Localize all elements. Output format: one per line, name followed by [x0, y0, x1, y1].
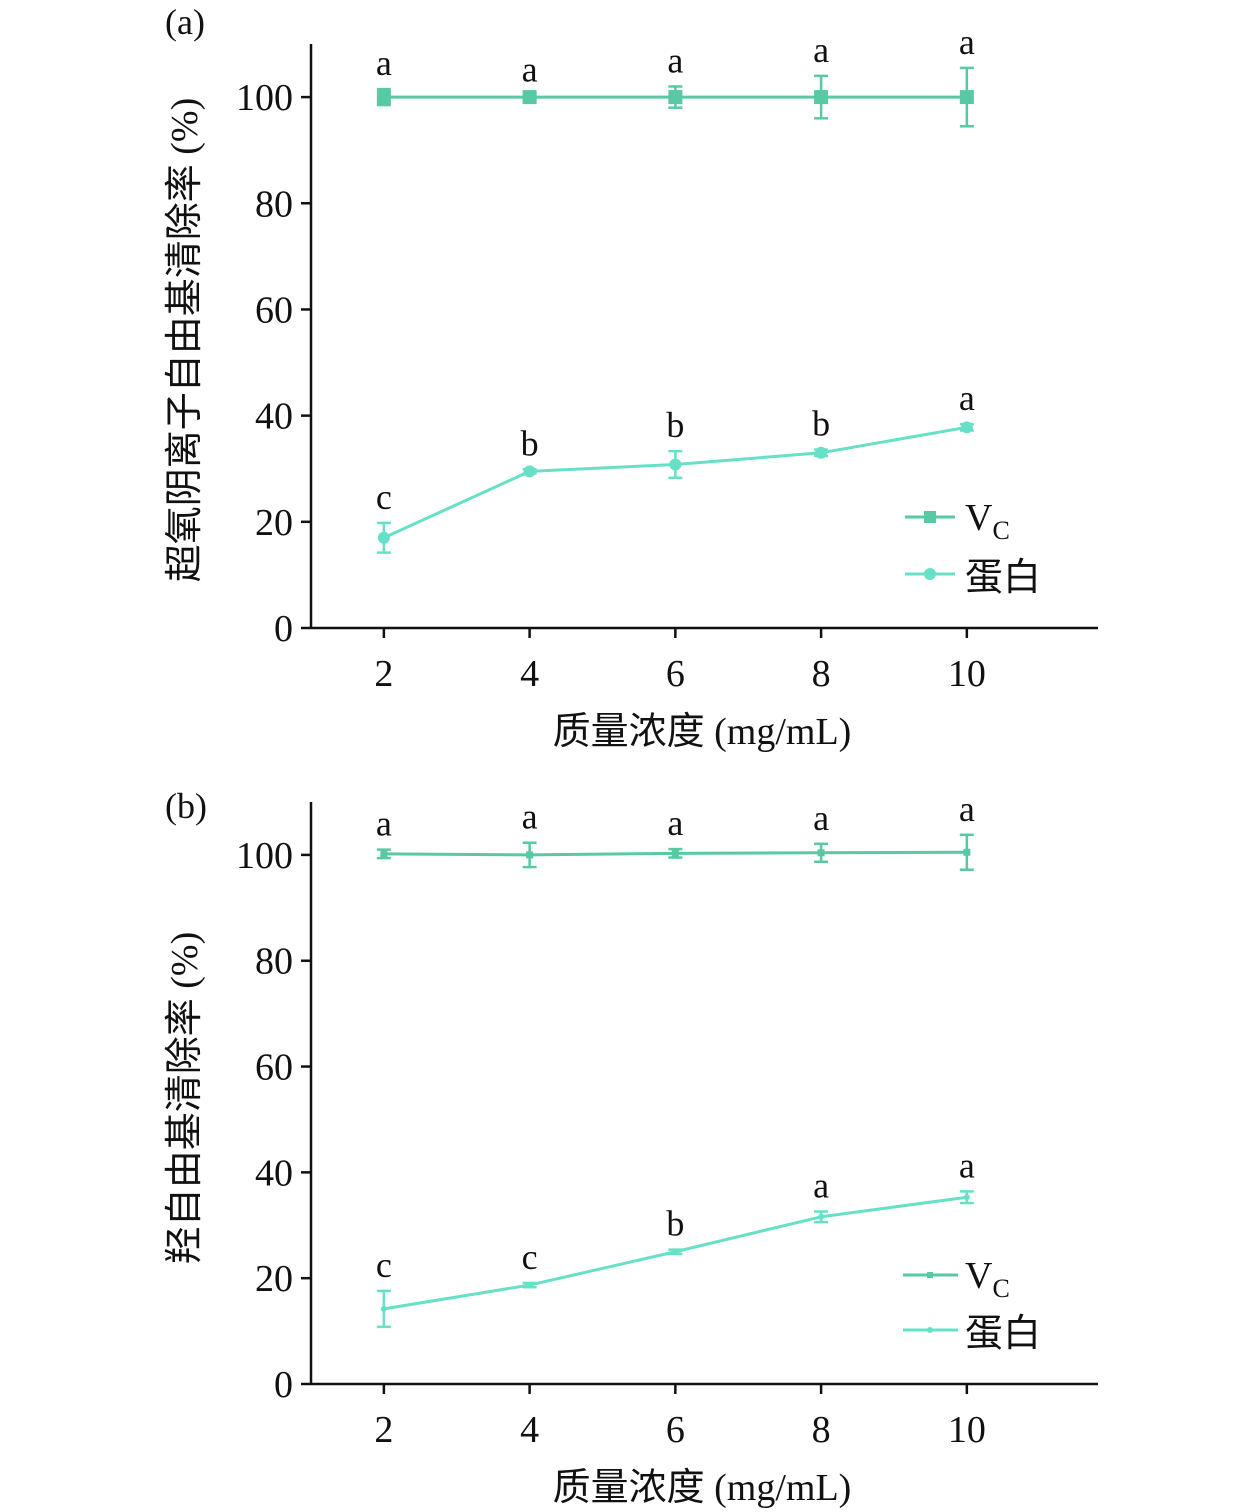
legend-vc-main: V	[965, 497, 993, 539]
x-tick-label: 8	[812, 1409, 831, 1451]
y-axis-title: 羟自由基清除率 (%)	[164, 932, 206, 1264]
series-layer: a a a a a c b b b a	[376, 22, 975, 554]
legend-vc-marker	[927, 1272, 933, 1278]
significance-label: a	[959, 22, 975, 62]
significance-label: a	[959, 378, 975, 418]
significance-label: a	[376, 43, 392, 83]
legend-vc-sub: C	[992, 1274, 1009, 1303]
significance-label: b	[666, 1204, 684, 1244]
significance-label: c	[376, 477, 392, 517]
data-point	[815, 446, 828, 459]
x-tick-label: 10	[948, 1409, 986, 1451]
series-layer: a a a a a c c b a a	[376, 789, 975, 1329]
legend-protein-label: 蛋白	[965, 557, 1041, 599]
x-tick-label: 8	[812, 653, 831, 695]
data-point	[959, 90, 974, 105]
y-axis-title: 超氧阴离子自由基清除率 (%)	[164, 98, 206, 582]
data-point	[671, 849, 679, 857]
data-point	[377, 531, 390, 544]
panel-label: (a)	[165, 2, 205, 42]
significance-label: c	[522, 1237, 538, 1277]
series-protein: c c b a a	[376, 1145, 975, 1329]
data-point	[668, 90, 683, 105]
significance-label: a	[959, 789, 975, 829]
data-point	[522, 90, 537, 105]
significance-label: a	[522, 797, 538, 837]
axes: 0 20 40 60 80 100 2 4 6 8 10	[236, 44, 1098, 695]
series-protein: c b b b a	[376, 378, 975, 554]
y-tick-label: 20	[255, 1258, 293, 1300]
data-point	[960, 421, 973, 434]
legend-protein-label: 蛋白	[965, 1313, 1041, 1355]
significance-label: a	[667, 803, 683, 843]
legend-protein-marker	[924, 568, 936, 580]
y-tick-label: 0	[274, 608, 293, 650]
y-tick-label: 80	[255, 941, 293, 983]
data-point	[376, 90, 391, 105]
data-point	[526, 1282, 533, 1289]
y-tick-label: 80	[255, 183, 293, 225]
significance-label: a	[667, 40, 683, 80]
data-point	[814, 90, 829, 105]
legend-vc-marker	[924, 511, 936, 523]
data-point	[672, 1248, 679, 1255]
x-tick-label: 2	[374, 653, 393, 695]
x-tick-label: 6	[666, 1409, 685, 1451]
legend: VC 蛋白	[905, 497, 1041, 599]
y-tick-label: 0	[274, 1364, 293, 1406]
data-point	[817, 849, 825, 857]
legend: VC 蛋白	[903, 1255, 1041, 1355]
data-point	[963, 848, 971, 856]
y-tick-label: 40	[255, 396, 293, 438]
x-axis-title: 质量浓度 (mg/mL)	[553, 711, 852, 753]
x-axis-title: 质量浓度 (mg/mL)	[553, 1467, 852, 1509]
x-tick-label: 6	[666, 653, 685, 695]
significance-label: b	[666, 405, 684, 445]
data-point	[526, 851, 534, 859]
legend-vc-label: VC	[965, 1255, 1010, 1303]
x-tick-label: 4	[520, 653, 539, 695]
legend-vc-sub: C	[992, 516, 1009, 545]
significance-label: a	[813, 798, 829, 838]
legend-vc-main: V	[965, 1255, 993, 1297]
y-tick-label: 20	[255, 502, 293, 544]
y-tick-label: 60	[255, 289, 293, 331]
significance-label: a	[813, 30, 829, 70]
y-tick-label: 60	[255, 1047, 293, 1089]
y-tick-label: 40	[255, 1152, 293, 1194]
data-point	[963, 1194, 970, 1201]
panel-label: (b)	[165, 786, 207, 826]
data-point	[818, 1213, 825, 1220]
data-point	[380, 850, 388, 858]
significance-label: b	[812, 404, 830, 444]
legend-protein-marker	[927, 1327, 933, 1333]
panel-b: (b) 羟自由基清除率 (%) 质量浓度 (mg/mL) 0 20 40 60 80 10…	[164, 786, 1098, 1509]
x-tick-label: 2	[374, 1409, 393, 1451]
significance-label: a	[959, 1145, 975, 1185]
axes: 0 20 40 60 80 100 2 4 6 8 10	[236, 802, 1098, 1451]
significance-label: c	[376, 1245, 392, 1285]
data-point	[669, 458, 682, 471]
significance-label: a	[376, 804, 392, 844]
significance-label: a	[813, 1166, 829, 1206]
y-tick-label: 100	[236, 835, 293, 877]
significance-label: b	[521, 423, 539, 463]
data-point	[380, 1305, 387, 1312]
legend-vc-label: VC	[965, 497, 1010, 545]
data-point	[523, 465, 536, 478]
x-tick-label: 10	[948, 653, 986, 695]
x-tick-label: 4	[520, 1409, 539, 1451]
y-tick-label: 100	[236, 77, 293, 119]
panel-a: (a) 超氧阴离子自由基清除率 (%) 质量浓度 (mg/mL) 0 20 40 60…	[164, 2, 1098, 753]
significance-label: a	[522, 49, 538, 89]
